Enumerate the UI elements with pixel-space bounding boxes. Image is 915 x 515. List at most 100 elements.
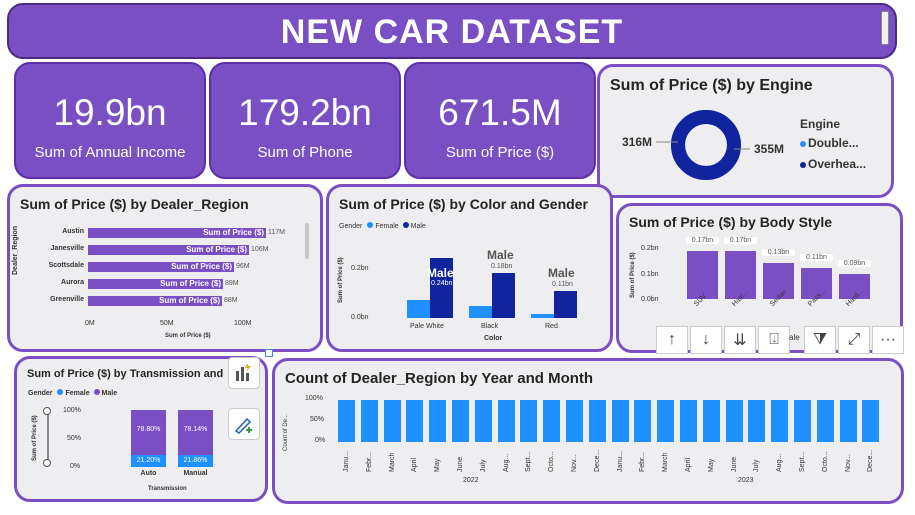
dealer-bar[interactable]: Sum of Price ($) — [88, 228, 266, 238]
slider-handle-bottom[interactable] — [43, 459, 51, 467]
engine-legend-item-overhead[interactable]: Overhea... — [800, 157, 866, 171]
transmission-ytick: 100% — [63, 407, 81, 414]
count-month-bar[interactable] — [725, 400, 743, 442]
color-legend: Gender Female Male — [339, 222, 426, 230]
body-bar[interactable] — [801, 268, 832, 299]
filter-button[interactable]: ⧩ — [804, 326, 836, 354]
slider-handle-top[interactable] — [43, 407, 51, 415]
color-gender-chart-card[interactable]: Sum of Price ($) by Color and Gender Gen… — [326, 184, 613, 352]
transmission-bar-male[interactable]: 78.14% — [178, 410, 213, 455]
kpi-card-price[interactable]: 671.5M Sum of Price ($) — [404, 62, 596, 179]
legend-female[interactable]: Female — [375, 223, 399, 230]
dealer-bar[interactable]: Sum of Price ($) — [88, 262, 234, 272]
bar-black-male[interactable] — [492, 273, 515, 318]
legend-male[interactable]: Male — [410, 223, 426, 230]
resize-handle[interactable] — [265, 349, 273, 357]
count-month-bar[interactable] — [657, 400, 675, 442]
body-bar[interactable] — [763, 263, 794, 299]
kpi-card-annual-income[interactable]: 19.9bn Sum of Annual Income — [14, 62, 206, 179]
count-month-bar[interactable] — [543, 400, 561, 442]
count-month-bar[interactable] — [429, 400, 447, 442]
sort-descending-button[interactable]: ↓ — [690, 326, 722, 354]
sort-ascending-button[interactable]: ↑ — [656, 326, 688, 354]
count-month-bar[interactable] — [588, 400, 606, 442]
dealer-scrollbar[interactable] — [305, 223, 309, 259]
legend-dot-icon — [402, 222, 409, 228]
count-month-label: July — [753, 459, 761, 472]
count-month-label: Sept... — [525, 451, 533, 472]
bar-pale-white-female[interactable] — [407, 300, 430, 318]
bar-pale-white-male[interactable] — [430, 258, 453, 318]
bar-red-male[interactable] — [554, 291, 577, 318]
count-month-bar[interactable] — [338, 400, 355, 442]
dealer-row[interactable]: Austin Sum of Price ($) 117M — [10, 227, 310, 239]
count-month-bar[interactable] — [748, 400, 766, 442]
body-bar-value: 0.11bn — [800, 254, 833, 261]
range-slider[interactable] — [43, 407, 53, 467]
scrollbar-thumb[interactable] — [881, 11, 889, 45]
legend-male[interactable]: Male — [101, 390, 118, 397]
count-month-bar[interactable] — [680, 400, 697, 442]
body-bar[interactable] — [725, 251, 756, 299]
filter-icon: ⧩ — [812, 331, 828, 348]
color-category: Pale White — [410, 323, 444, 330]
more-options-button[interactable]: ··· — [872, 326, 904, 354]
dealer-bar[interactable]: Sum of Price ($) — [88, 296, 222, 306]
count-month-bar[interactable] — [771, 400, 789, 442]
body-bar[interactable] — [839, 274, 870, 299]
year-label-2022: 2022 — [463, 477, 479, 484]
count-month-bar[interactable] — [611, 400, 629, 442]
bar-red-female[interactable] — [531, 314, 554, 318]
body-bar[interactable] — [687, 251, 718, 299]
dealer-row[interactable]: Janesville Sum of Price ($) 106M — [10, 244, 310, 256]
focus-mode-icon: ⤢ — [847, 331, 861, 348]
count-month-bar[interactable] — [360, 400, 378, 442]
dealer-category-label: Austin — [62, 228, 84, 235]
count-month-bar[interactable] — [406, 400, 424, 442]
transmission-ytick: 50% — [67, 435, 82, 442]
dealer-chart-title: Sum of Price ($) by Dealer_Region — [20, 196, 249, 212]
dealer-category-label: Aurora — [61, 279, 84, 286]
legend-dot-icon — [800, 162, 806, 168]
dealer-region-chart-card[interactable]: Sum of Price ($) by Dealer_Region Dealer… — [7, 184, 323, 352]
bar-black-female[interactable] — [469, 306, 492, 318]
engine-right-value: 355M — [754, 142, 785, 156]
transmission-bar-female[interactable]: 21.86% — [178, 455, 213, 467]
dealer-row[interactable]: Aurora Sum of Price ($) 89M — [10, 278, 310, 290]
legend-female[interactable]: Female — [65, 390, 90, 397]
count-month-bar[interactable] — [839, 400, 857, 442]
drill-down-button[interactable]: ⍗ — [758, 326, 790, 354]
count-month-bar[interactable] — [816, 400, 834, 442]
expand-all-button[interactable]: ⇊ — [724, 326, 756, 354]
dealer-bar[interactable]: Sum of Price ($) — [88, 279, 223, 289]
transmission-bar-male[interactable]: 78.80% — [131, 410, 166, 455]
body-ytick: 0.1bn — [641, 271, 659, 278]
count-month-bar[interactable] — [520, 400, 538, 442]
count-ytick: 100% — [305, 395, 323, 402]
dealer-row[interactable]: Scottsdale Sum of Price ($) 96M — [10, 261, 310, 273]
count-month-bar[interactable] — [702, 400, 720, 442]
count-month-bar[interactable] — [383, 400, 401, 442]
count-month-bar[interactable] — [794, 400, 811, 442]
count-month-bar[interactable] — [452, 400, 469, 442]
count-month-bar[interactable] — [862, 400, 880, 442]
kpi-card-phone[interactable]: 179.2bn Sum of Phone — [209, 62, 401, 179]
count-month-bar[interactable] — [474, 400, 492, 442]
dealer-row[interactable]: Greenville Sum of Price ($) 88M — [10, 295, 310, 307]
transmission-bar-female[interactable]: 21.20% — [131, 455, 166, 467]
count-month-bar[interactable] — [634, 400, 652, 442]
engine-legend-item-double[interactable]: Double... — [800, 136, 859, 150]
quick-insights-button[interactable] — [228, 357, 260, 389]
focus-mode-button[interactable]: ⤢ — [838, 326, 870, 354]
kpi-value: 671.5M — [438, 92, 562, 133]
count-month-bar[interactable] — [566, 400, 583, 442]
transmission-chart-card[interactable]: Sum of Price ($) by Transmission and Gen… — [14, 356, 268, 502]
dealer-bar[interactable]: Sum of Price ($) — [88, 245, 249, 255]
donut-slice-overhead[interactable] — [671, 110, 741, 181]
format-visual-button[interactable] — [228, 408, 260, 440]
engine-donut-card[interactable]: Sum of Price ($) by Engine 316M 355M Eng… — [597, 64, 894, 198]
count-dealer-chart-card[interactable]: Count of Dealer_Region by Year and Month… — [272, 358, 904, 504]
engine-legend-title: Engine — [800, 117, 841, 131]
count-month-bar[interactable] — [497, 400, 515, 442]
dealer-bar-value: 89M — [225, 280, 239, 287]
